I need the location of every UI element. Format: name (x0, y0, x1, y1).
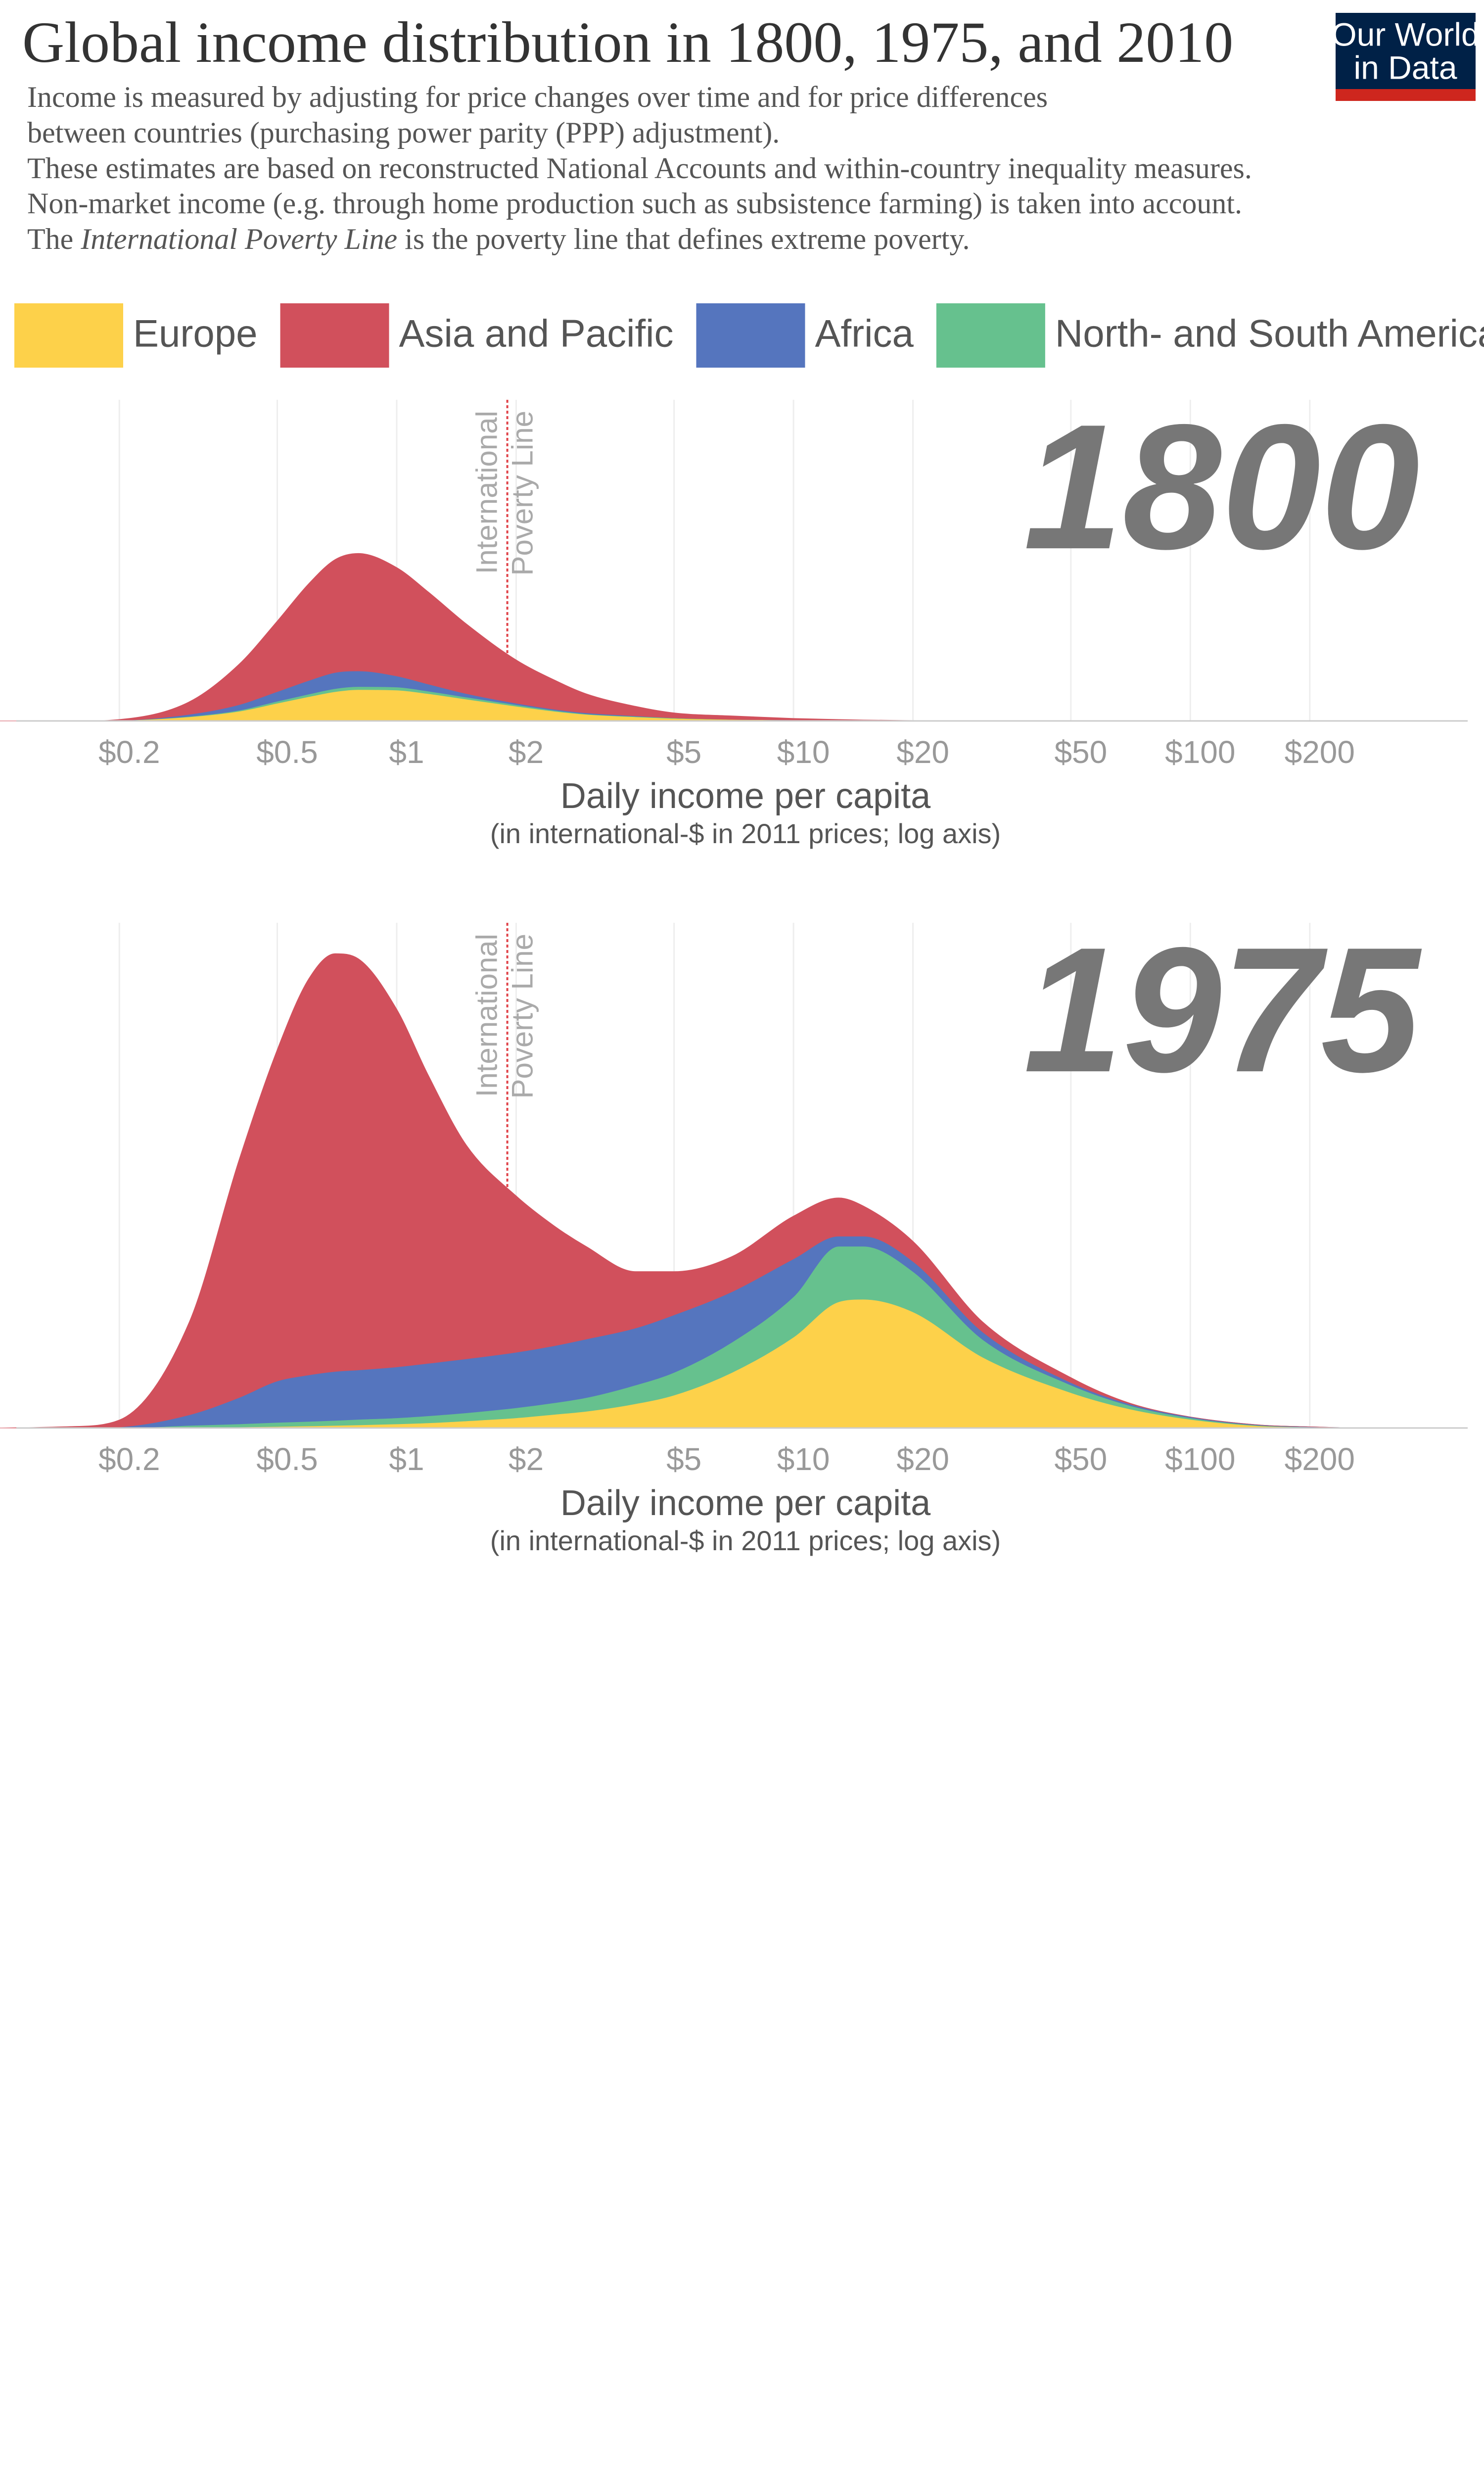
x-tick-label: $200 (1285, 1441, 1355, 1477)
x-tick-label: $10 (777, 734, 830, 770)
x-tick-label: $1 (389, 734, 424, 770)
x-axis-title: Daily income per capita (560, 776, 931, 816)
annotation-text: International (470, 934, 503, 1097)
logo: Our World in Data (1331, 13, 1480, 101)
logo-text: in Data (1353, 49, 1457, 86)
x-axis-subtitle: (in international-$ in 2011 prices; log … (490, 818, 1001, 849)
subtitle-text: The (27, 223, 81, 255)
logo-box (1336, 13, 1476, 97)
legend-swatch (14, 303, 123, 368)
x-tick-label: $1 (389, 1441, 424, 1477)
year-label: 1800 (1023, 387, 1420, 586)
subtitle: Income is measured by adjusting for pric… (27, 81, 1252, 255)
x-tick-label: $50 (1054, 734, 1107, 770)
subtitle-italic: International Poverty Line (80, 223, 397, 255)
x-axis-subtitle: (in international-$ in 2011 prices; log … (490, 1525, 1001, 1556)
x-tick-label: $100 (1165, 734, 1235, 770)
x-tick-label: $100 (1165, 1441, 1235, 1477)
plot: $0.2 $0.5 $1 $2 $5 $10 $20 $50 $100 $200 Internati… (0, 910, 1468, 1556)
subtitle-line: The International Poverty Line is the po… (27, 223, 970, 255)
year-label: 1975 (1023, 910, 1424, 1109)
annotation-text: Poverty Line (506, 411, 539, 576)
subtitle-line: between countries (purchasing power pari… (27, 116, 780, 149)
x-tick-label: $20 (896, 1441, 949, 1477)
plot: $0.2 $0.5 $1 $2 $5 $10 $20 $50 $100 $200 Internati… (0, 387, 1468, 849)
subtitle-line: Income is measured by adjusting for pric… (27, 81, 1048, 113)
x-tick-label: $2 (509, 734, 544, 770)
subtitle-text: is the poverty line that defines extreme… (397, 223, 970, 255)
subtitle-line: Non-market income (e.g. through home pro… (27, 187, 1242, 220)
x-tick-label: $0.5 (256, 734, 318, 770)
x-tick-label: $200 (1285, 734, 1355, 770)
x-tick-label: $5 (666, 734, 701, 770)
annotation-text: Poverty Line (506, 934, 539, 1099)
x-tick-label: $20 (896, 734, 949, 770)
title: Global income distribution in 1800, 1975… (22, 10, 1233, 75)
annotation-text: International (470, 411, 503, 574)
legend-label: Africa (815, 312, 914, 355)
legend-swatch (280, 303, 389, 368)
x-tick-label: $2 (509, 1441, 544, 1477)
x-tick-label: $0.2 (98, 734, 160, 770)
x-tick-label: $0.5 (256, 1441, 318, 1477)
legend-label: Asia and Pacific (399, 312, 674, 355)
x-tick-label: $10 (777, 1441, 830, 1477)
logo-text: Our World (1331, 16, 1480, 52)
x-tick-label: $50 (1054, 1441, 1107, 1477)
legend-label: Europe (133, 312, 258, 355)
legend-swatch (696, 303, 805, 368)
x-axis-title: Daily income per capita (560, 1483, 931, 1523)
x-tick-label: $5 (666, 1441, 701, 1477)
x-tick-label: $0.2 (98, 1441, 160, 1477)
legend-label: North- and South America (1055, 312, 1484, 355)
legend-swatch (936, 303, 1045, 368)
subtitle-line: These estimates are based on reconstruct… (27, 152, 1252, 185)
logo-bar (1336, 89, 1476, 101)
